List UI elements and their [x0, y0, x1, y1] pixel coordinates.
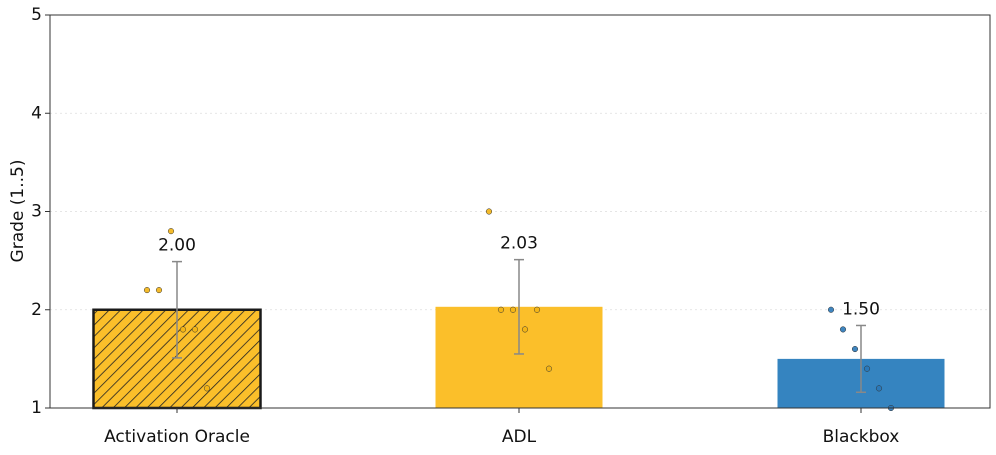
data-point — [143, 287, 151, 294]
data-point — [179, 326, 187, 333]
x-tick-label: Activation Oracle — [104, 427, 250, 447]
y-tick-label: 2 — [31, 300, 42, 320]
plot-frame — [49, 14, 991, 409]
y-tick-label: 4 — [31, 103, 42, 123]
data-point — [851, 346, 859, 353]
data-point — [509, 306, 517, 313]
data-point — [203, 385, 211, 392]
data-point — [875, 385, 883, 392]
data-point — [155, 287, 163, 294]
x-tick-label: ADL — [502, 427, 537, 447]
data-point — [485, 208, 493, 215]
data-point — [191, 326, 199, 333]
y-tick-label: 3 — [31, 202, 42, 222]
x-tick-label: Blackbox — [823, 427, 900, 447]
value-label: 2.03 — [500, 234, 538, 254]
value-label: 2.00 — [158, 236, 196, 256]
data-point — [521, 326, 529, 333]
value-label: 1.50 — [842, 299, 880, 319]
data-point — [827, 306, 835, 313]
y-tick-label: 5 — [31, 5, 42, 25]
data-point — [497, 306, 505, 313]
y-tick-label: 1 — [31, 398, 42, 418]
data-point — [167, 228, 175, 235]
data-point — [863, 365, 871, 372]
y-axis-label: Grade (1..5) — [8, 160, 28, 263]
data-point — [533, 306, 541, 313]
data-point — [545, 365, 553, 372]
data-point — [839, 326, 847, 333]
